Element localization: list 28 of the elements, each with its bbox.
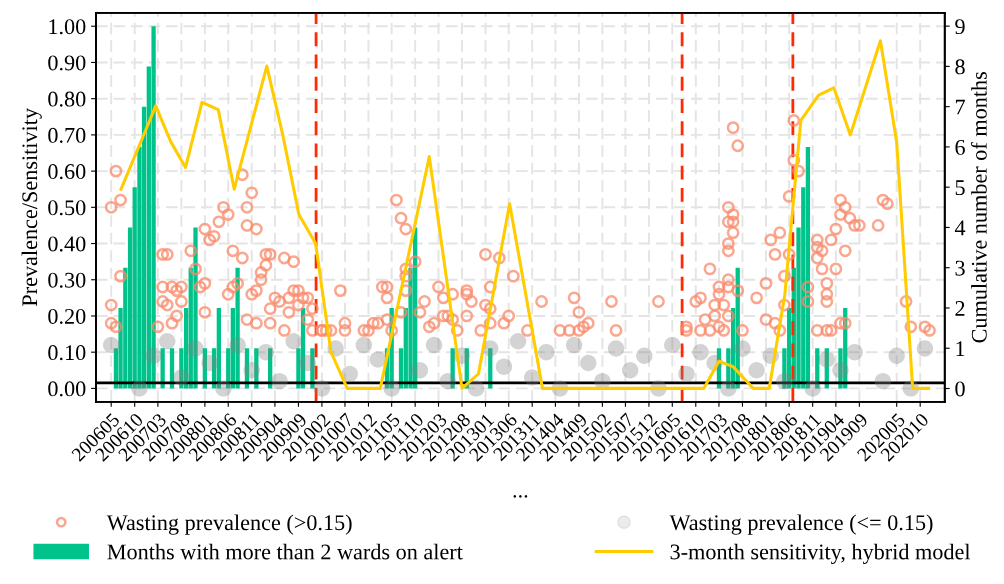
y-tick-label: 0.30 xyxy=(48,272,86,288)
y-tick-label: 0.70 xyxy=(48,127,86,143)
x-axis-title: ... xyxy=(513,495,528,498)
y2-tick-label: 7 xyxy=(955,99,965,115)
legend-label: Wasting prevalence (<= 0.15) xyxy=(669,514,933,535)
y-tick-label: 0.10 xyxy=(48,345,86,361)
y-tick-label: 0.00 xyxy=(48,381,86,397)
y2-tick-label: 6 xyxy=(955,139,965,155)
y-tick-label: 0.90 xyxy=(48,55,86,71)
y2-tick-label: 4 xyxy=(954,220,966,236)
y2-tick-label: 5 xyxy=(955,180,965,196)
y-tick-label: 0.80 xyxy=(48,91,86,107)
y-tick-label: 0.20 xyxy=(48,308,86,324)
y-axis-title: Prevalence/Sensitivity xyxy=(21,108,42,307)
y-tick-label: 0.50 xyxy=(48,200,86,216)
y2-tick-label: 1 xyxy=(956,341,965,356)
y2-tick-label: 8 xyxy=(955,59,965,75)
legend-label: Months with more than 2 wards on alert xyxy=(107,543,463,560)
y-tick-label: 0.60 xyxy=(48,164,86,180)
y2-tick-label: 0 xyxy=(955,381,965,397)
y-tick-label: 0.40 xyxy=(48,236,86,252)
y2-axis-title: Cumulative number of months xyxy=(970,72,987,343)
legend-label: Wasting prevalence (>0.15) xyxy=(106,514,352,535)
y2-tick-label: 9 xyxy=(955,19,965,35)
y2-tick-label: 2 xyxy=(955,300,965,316)
y2-tick-label: 3 xyxy=(955,260,965,276)
legend-label: 3-month sensitivity, hybrid model xyxy=(670,543,971,564)
y-tick-label: 1.00 xyxy=(49,19,86,35)
